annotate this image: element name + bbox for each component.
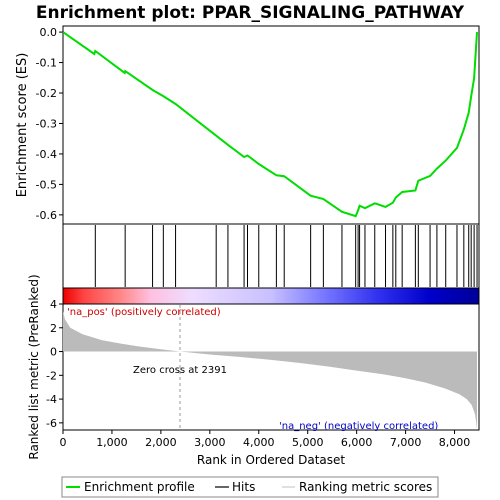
x-tick-label: 6,000 bbox=[341, 436, 373, 449]
metric-y-axis: 4 2 0 -2 -4 -6 bbox=[46, 298, 63, 430]
hits-panel bbox=[62, 223, 480, 289]
x-tick-label: 2,000 bbox=[145, 436, 177, 449]
metric-y-label: Ranked list metric (PreRanked) bbox=[27, 274, 41, 459]
ranked-metric-panel: 4 2 0 -2 -4 -6 0 1,000 2,000 3,000 4,000 5,000 6,00… bbox=[46, 298, 480, 449]
neg-annotation: 'na_neg' (negatively correlated) bbox=[279, 421, 438, 432]
es-panel: 0.0 -0.1 -0.2 -0.3 -0.4 -0.5 -0.6 bbox=[36, 25, 480, 225]
es-y-tick-label: -0.1 bbox=[36, 57, 57, 70]
metric-y-tick-label: 4 bbox=[50, 298, 57, 311]
es-y-axis: 0.0 -0.1 -0.2 -0.3 -0.4 -0.5 -0.6 bbox=[36, 26, 63, 222]
ranking-color-bar bbox=[62, 287, 480, 305]
x-tick-label: 1,000 bbox=[96, 436, 128, 449]
es-y-tick-label: -0.6 bbox=[36, 209, 57, 222]
es-y-tick-label: -0.5 bbox=[36, 178, 57, 191]
legend-hits-label: Hits bbox=[232, 480, 255, 494]
legend-profile-label: Enrichment profile bbox=[84, 480, 195, 494]
hit-lines bbox=[94, 225, 478, 287]
x-tick-label: 3,000 bbox=[194, 436, 226, 449]
legend-metric-label: Ranking metric scores bbox=[299, 480, 432, 494]
ranking-metric-area bbox=[63, 311, 477, 429]
metric-y-tick-label: 2 bbox=[50, 322, 57, 335]
es-y-label: Enrichment score (ES) bbox=[15, 53, 30, 198]
chart-title: Enrichment plot: PPAR_SIGNALING_PATHWAY bbox=[36, 3, 465, 23]
metric-y-tick-label: -6 bbox=[46, 417, 57, 430]
metric-x-axis: 0 1,000 2,000 3,000 4,000 5,000 6,000 7,000 8,00… bbox=[60, 430, 471, 449]
x-tick-label: 8,000 bbox=[439, 436, 471, 449]
enrichment-profile-line bbox=[62, 31, 478, 218]
metric-y-tick-label: -2 bbox=[46, 369, 57, 382]
x-tick-label: 0 bbox=[60, 436, 67, 449]
metric-y-tick-label: -4 bbox=[46, 393, 57, 406]
x-tick-label: 4,000 bbox=[243, 436, 275, 449]
zero-cross-annotation: Zero cross at 2391 bbox=[133, 365, 227, 376]
metric-y-tick-label: 0 bbox=[50, 346, 57, 359]
es-y-tick-label: 0.0 bbox=[40, 26, 58, 39]
x-axis-label: Rank in Ordered Dataset bbox=[197, 453, 345, 467]
x-tick-label: 7,000 bbox=[390, 436, 422, 449]
pos-annotation: 'na_pos' (positively correlated) bbox=[67, 307, 221, 318]
x-tick-label: 5,000 bbox=[292, 436, 324, 449]
es-y-tick-label: -0.3 bbox=[36, 117, 57, 130]
legend: Enrichment profile Hits Ranking metric s… bbox=[61, 476, 439, 498]
es-y-tick-label: -0.4 bbox=[36, 148, 57, 161]
es-y-tick-label: -0.2 bbox=[36, 87, 57, 100]
